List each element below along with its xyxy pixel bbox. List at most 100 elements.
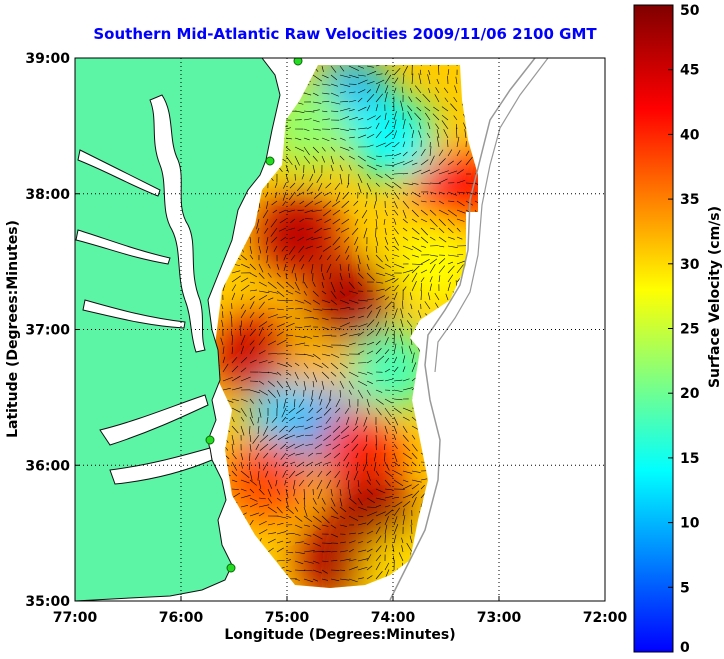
velocity-vector — [258, 479, 262, 489]
velocity-vector — [375, 142, 386, 148]
velocity-vector — [402, 484, 412, 490]
velocity-vector — [288, 425, 296, 433]
velocity-vector — [240, 494, 251, 499]
velocity-vector — [357, 182, 362, 194]
velocity-vector — [447, 261, 454, 265]
velocity-vector — [357, 127, 367, 130]
velocity-vector — [392, 544, 395, 553]
chart-title: Southern Mid-Atlantic Raw Velocities 200… — [93, 25, 597, 43]
velocity-vector — [330, 164, 334, 172]
velocity-vector — [366, 540, 372, 544]
velocity-vector — [249, 479, 257, 486]
velocity-vector — [402, 141, 406, 148]
velocity-vector — [406, 320, 413, 328]
velocity-vector — [429, 254, 438, 257]
velocity-vector — [294, 533, 301, 536]
velocity-vector — [384, 320, 387, 328]
velocity-vector — [408, 96, 413, 103]
velocity-vector — [375, 327, 382, 337]
velocity-vector — [447, 69, 450, 76]
colorbar-tick-label: 30 — [680, 257, 700, 273]
velocity-vector — [366, 497, 376, 504]
velocity-vector — [420, 277, 425, 283]
velocity-vector — [348, 299, 359, 304]
river-inlet — [77, 149, 161, 197]
bathymetry-contour — [434, 58, 549, 373]
velocity-vector — [282, 191, 287, 201]
velocity-vector — [258, 407, 262, 418]
velocity-vector — [455, 123, 458, 130]
velocity-vector — [249, 340, 255, 346]
velocity-vector — [312, 164, 316, 174]
velocity-vector — [276, 316, 287, 319]
velocity-vector — [240, 277, 249, 283]
velocity-vector — [429, 258, 438, 265]
velocity-vector — [354, 236, 359, 246]
velocity-vector — [375, 522, 381, 526]
velocity-vector — [240, 479, 250, 484]
velocity-vector — [339, 344, 350, 347]
velocity-vector — [435, 123, 440, 130]
velocity-vector — [240, 376, 251, 382]
velocity-vector — [384, 461, 390, 471]
velocity-vector — [330, 488, 333, 497]
velocity-vector — [276, 389, 281, 397]
velocity-vector — [222, 363, 229, 373]
velocity-vector — [285, 316, 293, 319]
velocity-vector — [271, 200, 278, 206]
velocity-vector — [277, 434, 287, 441]
velocity-vector — [330, 550, 338, 553]
velocity-vector — [438, 258, 446, 265]
velocity-vector — [330, 83, 338, 87]
velocity-vector — [429, 236, 436, 241]
velocity-vector — [445, 293, 449, 301]
velocity-vector — [393, 218, 397, 225]
velocity-vector — [428, 87, 431, 94]
velocity-vector — [348, 559, 357, 562]
velocity-vector — [325, 443, 332, 447]
velocity-vector — [339, 91, 346, 94]
velocity-vector — [264, 218, 269, 226]
velocity-vector — [408, 312, 413, 319]
velocity-vector — [323, 227, 332, 231]
velocity-vector — [402, 236, 409, 241]
velocity-vector — [305, 434, 314, 436]
velocity-vector — [393, 227, 399, 235]
velocity-vector — [353, 470, 359, 481]
velocity-vector — [357, 558, 369, 562]
velocity-vector — [249, 245, 253, 254]
velocity-vector — [410, 338, 413, 346]
velocity-vector — [276, 497, 282, 502]
velocity-vector — [447, 160, 454, 166]
velocity-vector — [305, 443, 314, 446]
velocity-vector — [308, 407, 314, 414]
velocity-vector — [315, 434, 323, 439]
velocity-vector — [455, 76, 458, 85]
velocity-vector — [366, 389, 371, 396]
velocity-vector — [294, 342, 306, 346]
velocity-vector — [321, 92, 330, 95]
velocity-vector — [258, 521, 267, 526]
velocity-vector — [303, 497, 306, 507]
velocity-vector — [258, 281, 267, 287]
velocity-vector — [366, 298, 374, 301]
velocity-vector — [375, 218, 378, 230]
velocity-vector — [240, 452, 244, 461]
velocity-vector — [375, 398, 384, 405]
velocity-vector — [375, 479, 381, 486]
velocity-vector — [295, 425, 305, 428]
velocity-vector — [267, 272, 272, 278]
velocity-vector — [341, 218, 350, 225]
velocity-vector — [420, 484, 425, 490]
velocity-vector — [427, 122, 431, 130]
velocity-vector — [384, 368, 391, 373]
velocity-vector — [271, 416, 278, 423]
colorbar-tick-label: 10 — [680, 516, 700, 532]
velocity-vector — [450, 103, 458, 112]
velocity-vector — [339, 100, 349, 103]
velocity-vector — [357, 380, 368, 386]
velocity-vector — [393, 130, 397, 139]
velocity-vector — [447, 254, 459, 257]
colorbar-tick-label: 45 — [680, 63, 699, 79]
velocity-vector — [384, 443, 386, 450]
